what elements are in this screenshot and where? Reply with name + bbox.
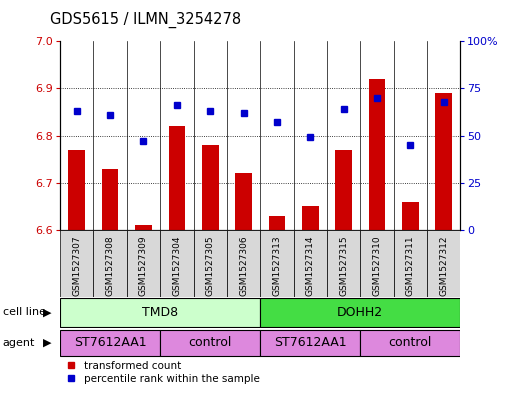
Text: GDS5615 / ILMN_3254278: GDS5615 / ILMN_3254278 [50, 12, 241, 28]
Bar [435, 93, 452, 230]
Bar [160, 230, 194, 297]
Bar [260, 298, 460, 327]
Text: GSM1527310: GSM1527310 [372, 235, 381, 296]
Bar [102, 169, 119, 230]
Bar [135, 225, 152, 230]
Bar [360, 230, 393, 297]
Text: GSM1527313: GSM1527313 [272, 235, 281, 296]
Text: control: control [389, 336, 432, 349]
Bar [202, 145, 219, 230]
Text: GSM1527315: GSM1527315 [339, 235, 348, 296]
Bar [168, 126, 185, 230]
Text: GSM1527305: GSM1527305 [206, 235, 214, 296]
Text: GSM1527312: GSM1527312 [439, 235, 448, 296]
Bar [227, 230, 260, 297]
Bar [302, 206, 319, 230]
Text: GSM1527308: GSM1527308 [106, 235, 115, 296]
Text: GSM1527304: GSM1527304 [173, 235, 181, 296]
Text: cell line: cell line [3, 307, 46, 318]
Bar [260, 330, 360, 356]
Bar [60, 230, 94, 297]
Bar [94, 230, 127, 297]
Text: GSM1527311: GSM1527311 [406, 235, 415, 296]
Bar [194, 230, 227, 297]
Text: GSM1527307: GSM1527307 [72, 235, 81, 296]
Text: TMD8: TMD8 [142, 306, 178, 319]
Text: control: control [188, 336, 232, 349]
Bar [235, 173, 252, 230]
Bar [69, 150, 85, 230]
Text: GSM1527309: GSM1527309 [139, 235, 148, 296]
Bar [60, 298, 260, 327]
Text: agent: agent [3, 338, 35, 348]
Legend: transformed count, percentile rank within the sample: transformed count, percentile rank withi… [60, 361, 260, 384]
Bar [402, 202, 418, 230]
Text: GSM1527314: GSM1527314 [306, 235, 315, 296]
Bar [268, 216, 285, 230]
Text: ST7612AA1: ST7612AA1 [74, 336, 146, 349]
Bar [394, 230, 427, 297]
Bar [327, 230, 360, 297]
Bar [360, 330, 460, 356]
Bar [293, 230, 327, 297]
Text: ▶: ▶ [43, 307, 51, 318]
Text: DOHH2: DOHH2 [337, 306, 383, 319]
Text: ST7612AA1: ST7612AA1 [274, 336, 347, 349]
Bar [427, 230, 460, 297]
Bar [369, 79, 385, 230]
Text: GSM1527306: GSM1527306 [239, 235, 248, 296]
Text: ▶: ▶ [43, 338, 51, 348]
Bar [60, 330, 160, 356]
Bar [335, 150, 352, 230]
Bar [127, 230, 160, 297]
Bar [160, 330, 260, 356]
Bar [260, 230, 293, 297]
